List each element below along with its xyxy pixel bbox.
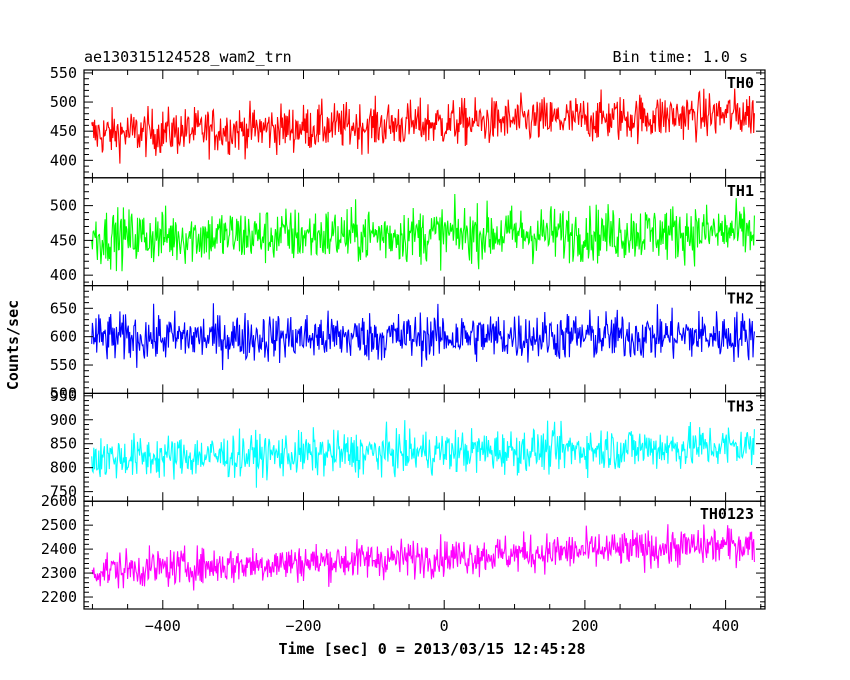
y-tick-label: 950 (50, 387, 77, 405)
x-tick-label: −200 (285, 617, 321, 635)
y-tick-label: 500 (50, 384, 77, 402)
y-tick-label: 750 (50, 483, 77, 501)
panel-label-th1: TH1 (727, 182, 754, 200)
y-tick-label: 2600 (41, 492, 77, 510)
chart-title: ae130315124528_wam2_trn (84, 48, 292, 66)
y-tick-label: 2200 (41, 588, 77, 606)
bin-time-label: Bin time: 1.0 s (613, 48, 748, 66)
series-th1-line (91, 193, 755, 272)
series-th3-line (91, 420, 755, 488)
series-th0123-line (91, 524, 755, 591)
y-tick-label: 450 (50, 231, 77, 249)
y-tick-label: 500 (50, 197, 77, 215)
y-tick-label: 400 (50, 151, 77, 169)
x-tick-label: −400 (145, 617, 181, 635)
y-tick-label: 800 (50, 459, 77, 477)
series-th2-line (91, 303, 755, 371)
y-axis-label: Counts/sec (4, 300, 22, 390)
x-axis-label: Time [sec] 0 = 2013/03/15 12:45:28 (278, 640, 585, 658)
y-tick-label: 900 (50, 411, 77, 429)
panel-label-th0123: TH0123 (700, 505, 754, 523)
y-tick-label: 500 (50, 93, 77, 111)
y-tick-label: 2500 (41, 516, 77, 534)
panel-th1: 400 450 500 TH1 (50, 177, 766, 287)
panel-label-th3: TH3 (727, 397, 754, 415)
y-tick-label: 850 (50, 435, 77, 453)
panel-frame (83, 500, 766, 610)
x-tick-label: 200 (571, 617, 598, 635)
panel-label-th2: TH2 (727, 290, 754, 308)
panels-group: 400 450 500 550 TH0 400 450 500 TH1 500 550 600 650 T… (41, 64, 766, 610)
x-tick-label: 400 (712, 617, 739, 635)
y-tick-label: 650 (50, 299, 77, 317)
y-tick-label: 550 (50, 64, 77, 82)
y-tick-label: 400 (50, 266, 77, 284)
panel-th3: 750 800 850 900 950 TH3 (50, 387, 766, 502)
series-th0-line (91, 88, 755, 164)
y-tick-label: 550 (50, 356, 77, 374)
x-tick-label: 0 (440, 617, 449, 635)
y-tick-label: 2300 (41, 564, 77, 582)
panel-th2: 500 550 600 650 TH2 (50, 285, 766, 402)
panel-th0: 400 450 500 550 TH0 (50, 64, 766, 179)
panel-th0123: 2200 2300 2400 2500 2600 TH0123 (41, 492, 766, 610)
x-axis: −400 −200 0 200 400 (145, 617, 739, 635)
y-tick-label: 450 (50, 122, 77, 140)
panel-label-th0: TH0 (727, 74, 754, 92)
y-tick-label: 600 (50, 328, 77, 346)
y-tick-label: 2400 (41, 540, 77, 558)
